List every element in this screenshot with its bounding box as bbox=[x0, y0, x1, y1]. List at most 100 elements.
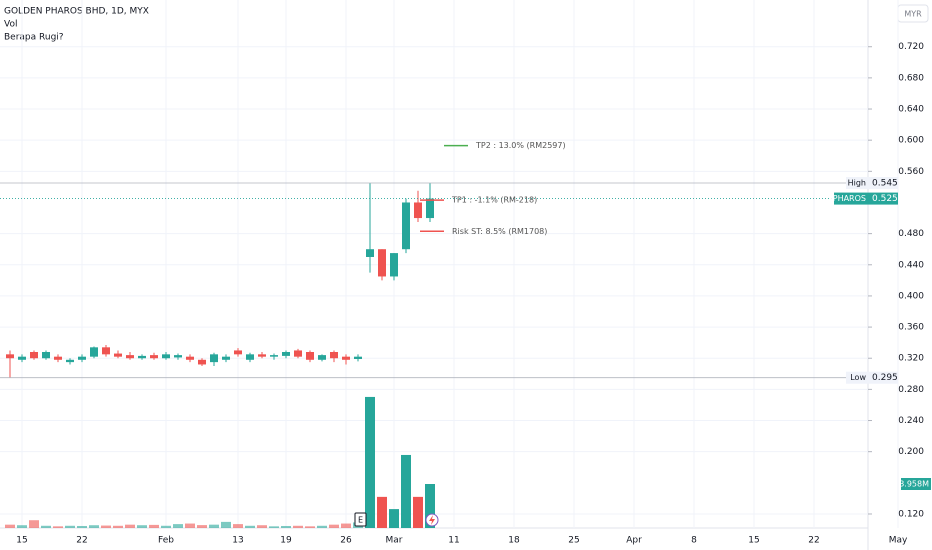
volume-bar bbox=[185, 523, 195, 528]
volume-bar bbox=[401, 454, 411, 528]
y-tick-label: 0.720 bbox=[898, 42, 924, 52]
candle-body bbox=[102, 347, 110, 355]
candle-body bbox=[186, 356, 194, 360]
volume-bar bbox=[281, 525, 291, 528]
volume-bar bbox=[41, 525, 51, 528]
candle-body bbox=[426, 198, 434, 219]
volume-bar bbox=[17, 525, 27, 528]
price-tag bbox=[846, 177, 868, 190]
volume-bar bbox=[233, 524, 243, 528]
x-tick-label: 15 bbox=[748, 536, 759, 546]
candle-body bbox=[174, 355, 182, 358]
candle-body bbox=[222, 356, 230, 360]
volume-bar bbox=[413, 496, 423, 528]
candle-body bbox=[150, 355, 158, 359]
y-tick-label: 0.120 bbox=[898, 509, 924, 519]
volume-bar bbox=[329, 524, 339, 528]
volume-tag bbox=[901, 478, 931, 490]
volume-bar bbox=[101, 525, 111, 528]
candle-body bbox=[138, 355, 146, 359]
price-tag bbox=[834, 192, 868, 205]
volume-bar bbox=[341, 523, 351, 528]
candle-body bbox=[282, 352, 290, 356]
volume-bar bbox=[293, 525, 303, 528]
candle-body bbox=[306, 352, 314, 360]
y-tick-label: 0.680 bbox=[898, 73, 924, 83]
candle-body bbox=[114, 353, 122, 357]
earnings-marker bbox=[354, 512, 367, 527]
volume-bar bbox=[221, 521, 231, 528]
volume-bar bbox=[29, 520, 39, 528]
volume-bar bbox=[173, 524, 183, 528]
volume-bar bbox=[161, 525, 171, 528]
candle-body bbox=[234, 350, 242, 355]
volume-bar bbox=[89, 525, 99, 528]
price-value-tag bbox=[868, 177, 898, 190]
y-tick-label: 0.640 bbox=[898, 105, 924, 115]
x-tick-label: 15 bbox=[16, 536, 27, 546]
chart-title: GOLDEN PHAROS BHD, 1D, MYX bbox=[4, 7, 149, 17]
volume-bar bbox=[389, 509, 399, 528]
candle-body bbox=[198, 359, 206, 365]
candle-body bbox=[18, 356, 26, 360]
volume-bar bbox=[137, 525, 147, 528]
candle-body bbox=[162, 354, 170, 359]
annotation-label: TP1 : -1.1% (RM-218) bbox=[451, 196, 537, 205]
y-tick-label: 0.280 bbox=[898, 385, 924, 395]
currency-label: MYR bbox=[904, 10, 922, 19]
y-tick-label: 0.240 bbox=[898, 416, 924, 426]
volume-bar bbox=[149, 524, 159, 528]
candle-body bbox=[390, 253, 398, 277]
volume-bar bbox=[365, 396, 375, 528]
y-tick-label: 0.600 bbox=[898, 136, 924, 146]
volume-bar bbox=[65, 525, 75, 528]
candle-body bbox=[294, 350, 302, 357]
x-tick-label: 22 bbox=[76, 536, 87, 546]
x-tick-label: 13 bbox=[232, 536, 243, 546]
volume-bar bbox=[5, 524, 15, 528]
candle-body bbox=[402, 202, 410, 250]
volume-bar bbox=[317, 525, 327, 528]
candle-body bbox=[258, 354, 266, 357]
candle-body bbox=[42, 352, 50, 359]
volume-bar bbox=[125, 524, 135, 528]
x-tick-label: 18 bbox=[508, 536, 520, 546]
candle-body bbox=[342, 356, 350, 360]
volume-bar bbox=[77, 525, 87, 528]
candle-body bbox=[378, 249, 386, 277]
y-tick-label: 0.200 bbox=[898, 447, 924, 457]
x-tick-label: 11 bbox=[448, 536, 459, 546]
x-tick-label: 25 bbox=[568, 536, 579, 546]
x-tick-label: 8 bbox=[691, 536, 697, 546]
price-value-tag bbox=[868, 192, 898, 205]
x-tick-label: Feb bbox=[158, 536, 174, 546]
x-tick-label: Mar bbox=[386, 536, 403, 546]
y-tick-label: 0.440 bbox=[898, 260, 924, 270]
volume-bar bbox=[377, 496, 387, 528]
candle-body bbox=[126, 355, 134, 359]
x-tick-label: 26 bbox=[340, 536, 352, 546]
candle-body bbox=[54, 356, 62, 360]
y-tick-label: 0.400 bbox=[898, 291, 924, 301]
y-tick-label: 0.480 bbox=[898, 229, 924, 239]
candle-body bbox=[210, 354, 218, 363]
volume-bar bbox=[305, 526, 315, 528]
x-tick-label: Apr bbox=[626, 536, 642, 546]
price-tag-label: GPHAROS bbox=[827, 194, 866, 203]
x-tick-label: 22 bbox=[808, 536, 819, 546]
price-tag-label: High bbox=[848, 179, 866, 188]
x-tick-label: 19 bbox=[280, 536, 292, 546]
indicator-label: Vol bbox=[4, 20, 17, 30]
candle-body bbox=[366, 249, 374, 257]
volume-bar bbox=[245, 525, 255, 528]
y-tick-label: 0.360 bbox=[898, 323, 924, 333]
event-icon-bolt bbox=[429, 515, 435, 525]
candle-body bbox=[78, 356, 86, 360]
price-tag bbox=[846, 371, 868, 384]
candle-body bbox=[90, 347, 98, 357]
candle-body bbox=[354, 356, 362, 360]
candle-body bbox=[30, 352, 38, 359]
